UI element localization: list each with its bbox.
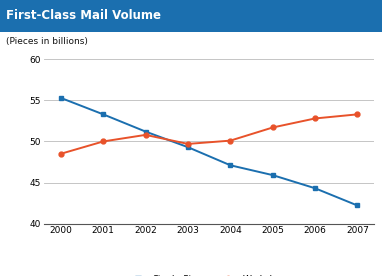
Legend: Single-Piece, Workshare: Single-Piece, Workshare (124, 272, 294, 276)
Single-Piece (270, 173, 275, 177)
Single-Piece (228, 164, 233, 167)
Workshare (101, 140, 105, 143)
Workshare (58, 152, 63, 155)
Workshare (270, 126, 275, 129)
Single-Piece (101, 113, 105, 116)
Single-Piece (143, 130, 148, 133)
Workshare (143, 133, 148, 137)
Line: Single-Piece: Single-Piece (58, 95, 360, 208)
Workshare (228, 139, 233, 142)
Workshare (186, 142, 190, 145)
Text: (Pieces in billions): (Pieces in billions) (6, 37, 87, 46)
Line: Workshare: Workshare (58, 112, 360, 156)
Single-Piece (355, 204, 360, 207)
Workshare (355, 113, 360, 116)
Single-Piece (313, 187, 317, 190)
Workshare (313, 117, 317, 120)
Single-Piece (186, 145, 190, 149)
Text: First-Class Mail Volume: First-Class Mail Volume (6, 9, 161, 22)
Single-Piece (58, 96, 63, 100)
